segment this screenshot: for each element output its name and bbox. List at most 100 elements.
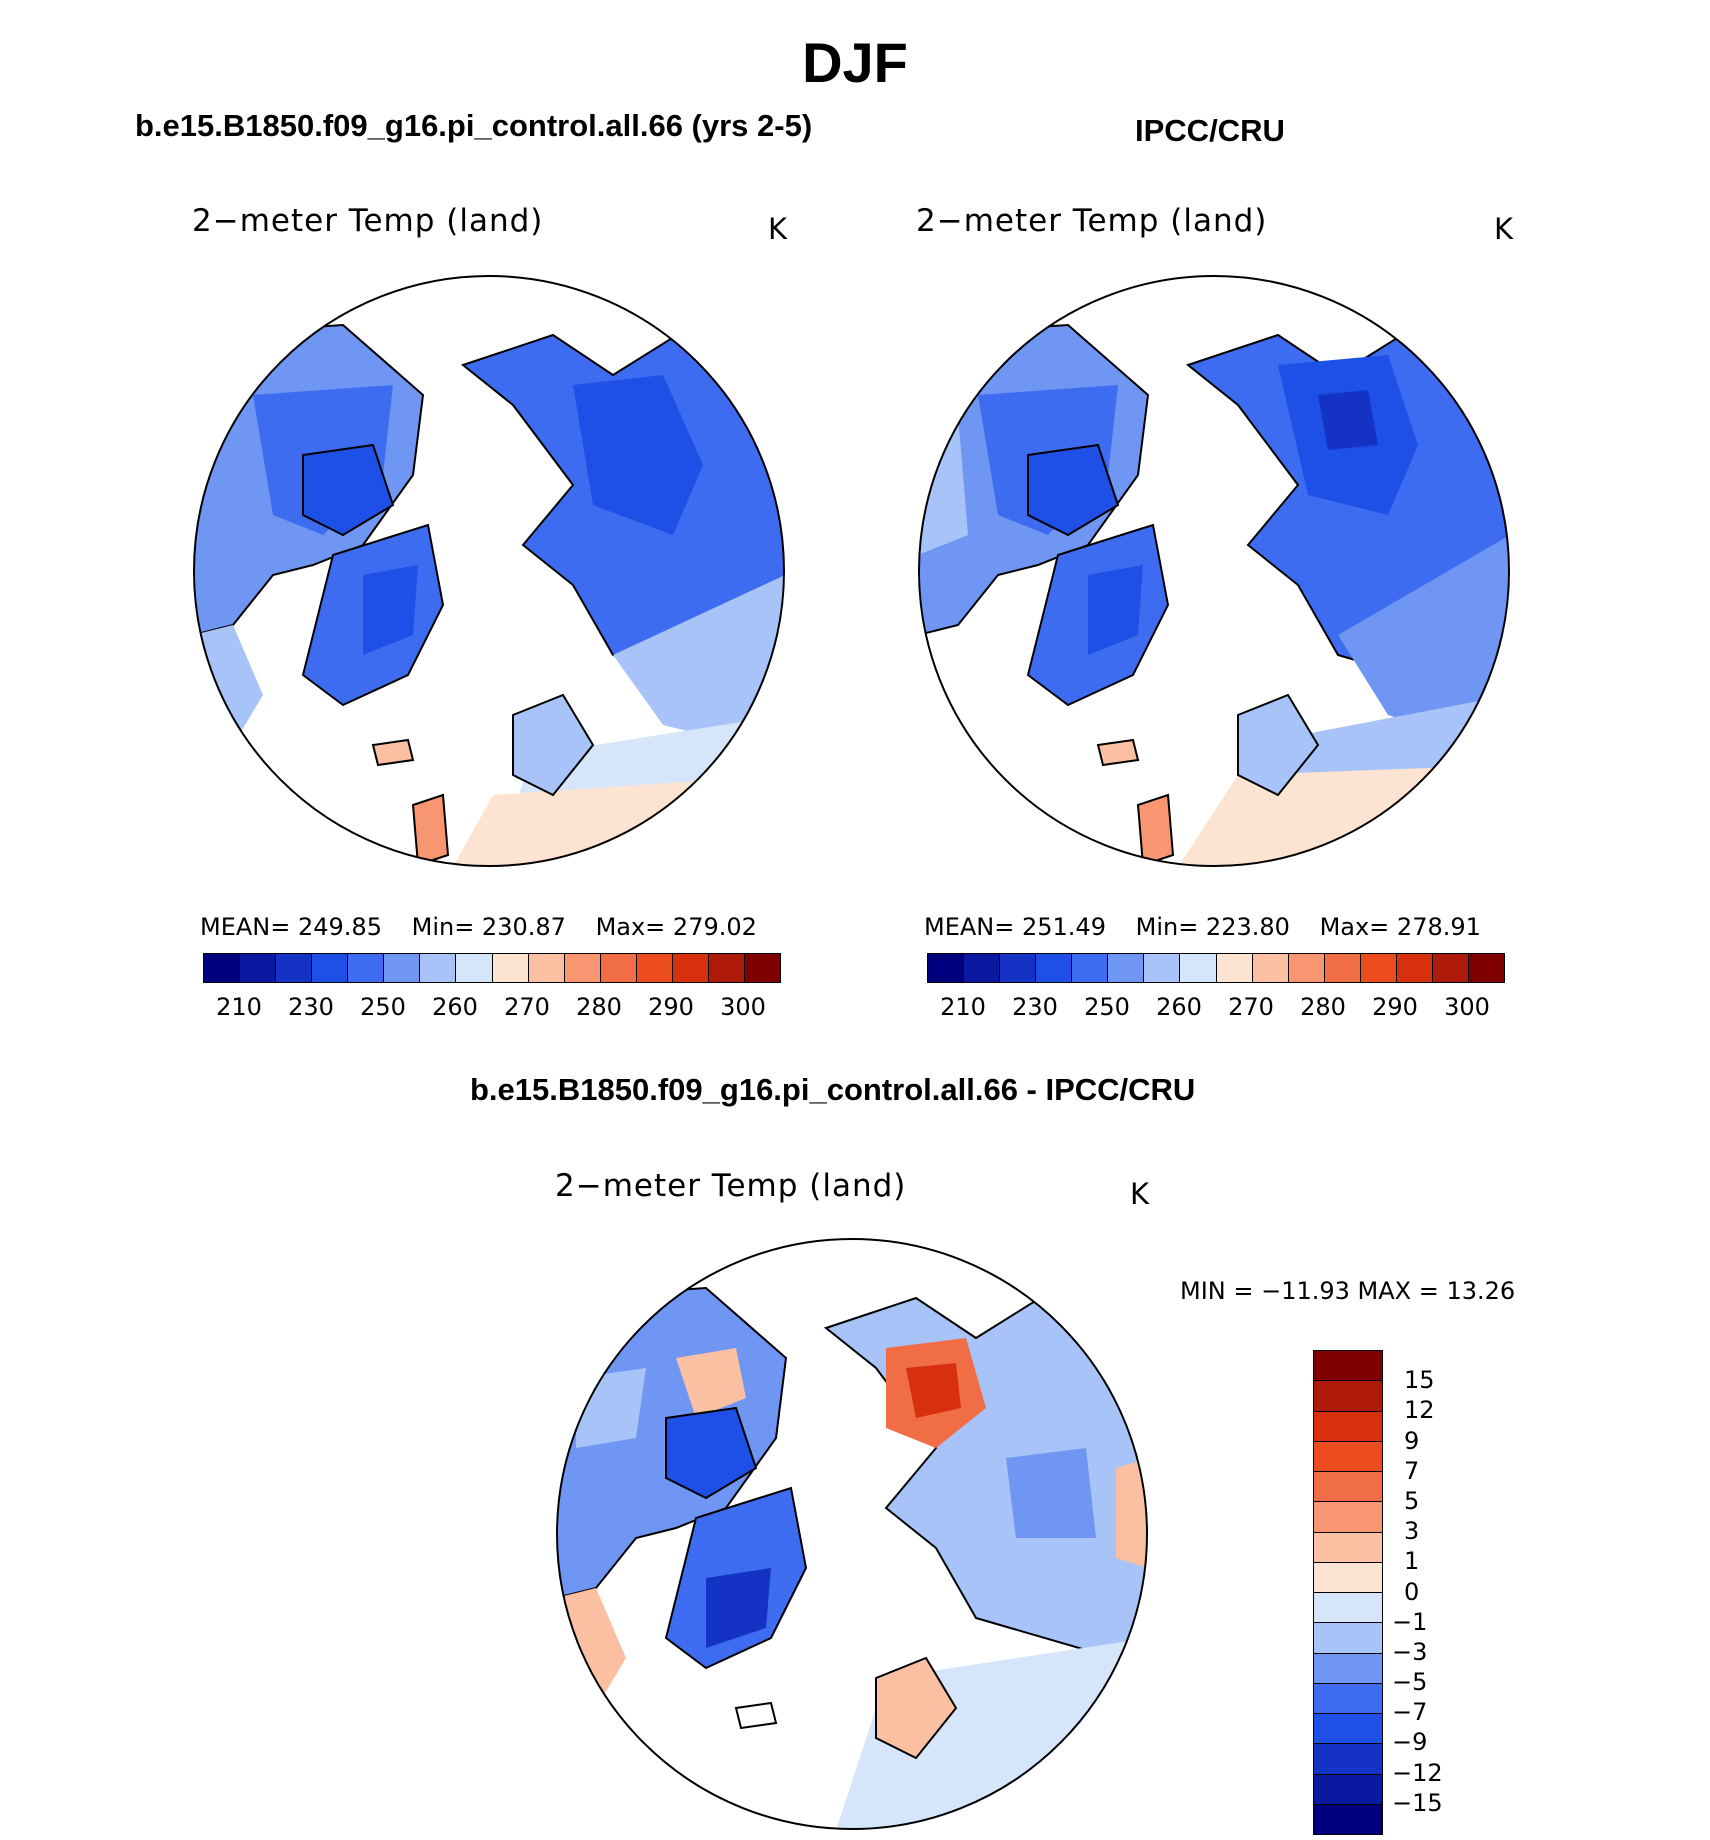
colorbar-tick-label: 280 bbox=[1300, 993, 1346, 1021]
colorbar-box bbox=[672, 954, 709, 982]
diff-colorbar-tick-label: −1 bbox=[1392, 1607, 1428, 1636]
diff-colorbar bbox=[1313, 1350, 1383, 1835]
panel1-polar-map bbox=[193, 275, 785, 867]
british-isles-land bbox=[1136, 793, 1175, 866]
colorbar-tick-label: 280 bbox=[576, 993, 622, 1021]
diff-colorbar-box bbox=[1314, 1774, 1382, 1805]
diff-colorbar-box bbox=[1314, 1744, 1382, 1775]
panel1-units: K bbox=[768, 212, 788, 246]
east-warm-edge bbox=[1116, 1458, 1147, 1568]
colorbar-tick-label: 290 bbox=[648, 993, 694, 1021]
diff-colorbar-box bbox=[1314, 1683, 1382, 1714]
colorbar-box bbox=[492, 954, 529, 982]
colorbar-tick-label: 260 bbox=[1156, 993, 1202, 1021]
panel2-polar-map bbox=[918, 275, 1510, 867]
diff-colorbar-tick-label: −9 bbox=[1392, 1728, 1428, 1757]
panel2-mean: MEAN= 251.49 bbox=[924, 913, 1106, 941]
diff-colorbar-box bbox=[1314, 1472, 1382, 1503]
colorbar-tick-label: 250 bbox=[360, 993, 406, 1021]
panel2-stats: MEAN= 251.49 Min= 223.80 Max= 278.91 bbox=[924, 913, 1503, 941]
diff-colorbar-box bbox=[1314, 1441, 1382, 1472]
colorbar-box bbox=[964, 954, 1001, 982]
iceland-land bbox=[371, 738, 415, 767]
diff-colorbar-tick-label: 5 bbox=[1404, 1486, 1420, 1515]
diff-case-title: b.e15.B1850.f09_g16.pi_control.all.66 - … bbox=[470, 1072, 1196, 1107]
colorbar-tick-label: 270 bbox=[504, 993, 550, 1021]
diff-colorbar-box bbox=[1314, 1351, 1382, 1382]
colorbar-box bbox=[564, 954, 601, 982]
colorbar-tick-label: 210 bbox=[940, 993, 986, 1021]
colorbar-box bbox=[420, 954, 457, 982]
diff-units: K bbox=[1130, 1177, 1150, 1211]
colorbar-box bbox=[600, 954, 637, 982]
colorbar-tick-label: 250 bbox=[1084, 993, 1130, 1021]
colorbar-box bbox=[1288, 954, 1325, 982]
diff-colorbar-tick-label: −3 bbox=[1392, 1637, 1428, 1666]
colorbar-box bbox=[1216, 954, 1253, 982]
colorbar-box bbox=[240, 954, 277, 982]
colorbar-box bbox=[744, 954, 780, 982]
panel1-colorbar bbox=[203, 953, 781, 983]
greenland-core bbox=[363, 565, 418, 655]
panel2-units: K bbox=[1494, 212, 1514, 246]
diff-colorbar-tick-label: 3 bbox=[1404, 1517, 1420, 1546]
siberia-south bbox=[1338, 535, 1509, 755]
figure-title: DJF bbox=[802, 31, 908, 94]
panel2-max: Max= 278.91 bbox=[1319, 913, 1481, 941]
diff-colorbar-box bbox=[1314, 1502, 1382, 1533]
panel1-mean: MEAN= 249.85 bbox=[200, 913, 382, 941]
colorbar-box bbox=[1432, 954, 1469, 982]
panel1-max: Max= 279.02 bbox=[595, 913, 757, 941]
colorbar-box bbox=[456, 954, 493, 982]
colorbar-box bbox=[708, 954, 745, 982]
panel1-case-title: b.e15.B1850.f09_g16.pi_control.all.66 (y… bbox=[135, 108, 813, 143]
diff-colorbar-box bbox=[1314, 1411, 1382, 1442]
colorbar-tick-label: 300 bbox=[1444, 993, 1490, 1021]
north-america-light bbox=[576, 1368, 646, 1448]
colorbar-tick-label: 270 bbox=[1228, 993, 1274, 1021]
diff-colorbar-box bbox=[1314, 1714, 1382, 1745]
colorbar-tick-label: 230 bbox=[288, 993, 334, 1021]
colorbar-box bbox=[1324, 954, 1361, 982]
siberia-south bbox=[613, 575, 784, 755]
diff-polar-map bbox=[556, 1238, 1148, 1830]
panel1-variable-title: 2−meter Temp (land) bbox=[192, 203, 544, 239]
colorbar-box bbox=[528, 954, 565, 982]
colorbar-box bbox=[1396, 954, 1433, 982]
colorbar-box bbox=[1468, 954, 1504, 982]
diff-colorbar-tick-label: −15 bbox=[1392, 1788, 1443, 1817]
colorbar-box bbox=[928, 954, 965, 982]
panel2-variable-title: 2−meter Temp (land) bbox=[916, 203, 1268, 239]
iceland-land bbox=[1096, 738, 1140, 767]
colorbar-box bbox=[204, 954, 241, 982]
siberia-coldest bbox=[1318, 390, 1378, 450]
colorbar-box bbox=[1036, 954, 1073, 982]
diff-colorbar-tick-label: 0 bbox=[1404, 1577, 1420, 1606]
colorbar-box bbox=[636, 954, 673, 982]
diff-colorbar-tick-label: −7 bbox=[1392, 1698, 1428, 1727]
british-isles-land bbox=[411, 793, 450, 866]
colorbar-box bbox=[1108, 954, 1145, 982]
colorbar-box bbox=[1360, 954, 1397, 982]
diff-colorbar-box bbox=[1314, 1593, 1382, 1624]
colorbar-tick-label: 210 bbox=[216, 993, 262, 1021]
diff-colorbar-box bbox=[1314, 1381, 1382, 1412]
panel1-min: Min= 230.87 bbox=[411, 913, 566, 941]
canadian-archipelago bbox=[665, 1406, 758, 1500]
colorbar-tick-label: 230 bbox=[1012, 993, 1058, 1021]
diff-colorbar-tick-label: 12 bbox=[1404, 1396, 1435, 1425]
scandinavia-land bbox=[512, 693, 595, 797]
colorbar-tick-label: 300 bbox=[720, 993, 766, 1021]
colorbar-box bbox=[1144, 954, 1181, 982]
north-america-warm-patch bbox=[676, 1348, 746, 1418]
colorbar-box bbox=[1180, 954, 1217, 982]
panel2-case-title: IPCC/CRU bbox=[1135, 113, 1285, 148]
siberia-warm-core bbox=[906, 1363, 961, 1418]
diff-colorbar-tick-label: 7 bbox=[1404, 1456, 1420, 1485]
colorbar-box bbox=[1072, 954, 1109, 982]
scandinavia-land bbox=[875, 1656, 958, 1760]
diff-colorbar-box bbox=[1314, 1623, 1382, 1654]
panel2-min: Min= 223.80 bbox=[1135, 913, 1290, 941]
diff-colorbar-box bbox=[1314, 1804, 1382, 1834]
colorbar-box bbox=[384, 954, 421, 982]
